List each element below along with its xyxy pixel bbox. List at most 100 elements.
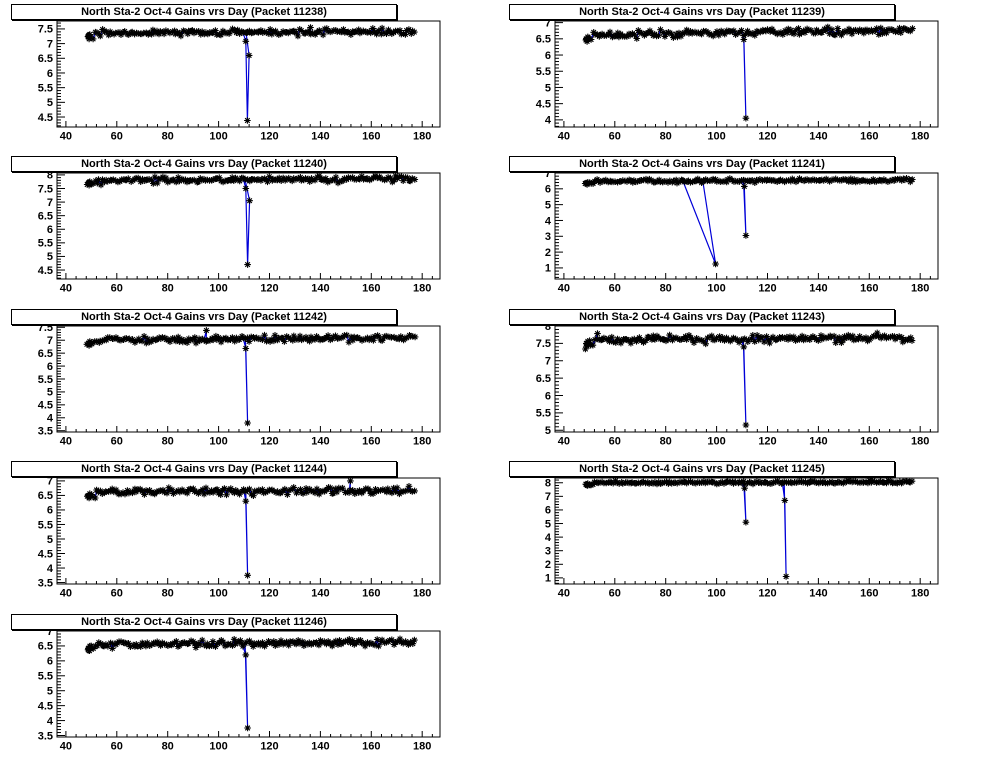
y-tick-label: 7.5 [38,184,53,196]
y-tick-label: 6 [545,50,551,62]
x-axis: 40 60 80 100 120 140 160 180 [60,425,433,447]
x-tick-label: 40 [558,131,570,143]
y-tick-label: 6.5 [38,348,53,360]
chart-plot-area: 4.5 5 5.5 6 6.5 7 7.5 40 60 80 100 120 140 160 180 [38,20,441,143]
y-tick-label: 4.5 [38,399,53,411]
y-tick-label: 6.5 [38,490,53,502]
y-tick-label: 7 [545,355,551,367]
x-tick-label: 40 [558,283,570,295]
x-tick-label: 40 [558,435,570,447]
y-tick-label: 2 [545,559,551,571]
x-tick-label: 60 [111,131,123,143]
plot-frame [56,630,441,738]
x-axis: 40 60 80 100 120 140 160 180 [60,121,433,143]
x-tick-label: 80 [660,283,672,295]
chart-title: North Sta-2 Oct-4 Gains vrs Day (Packet … [81,615,327,628]
x-tick-label: 140 [311,283,329,295]
x-tick-label: 100 [707,131,725,143]
chart-title-box: North Sta-2 Oct-4 Gains vrs Day (Packet … [11,4,397,20]
y-tick-label: 3.5 [38,425,53,437]
y-tick-label: 8 [545,321,551,333]
y-axis: 4.55 5.5 66.5 77.5 8 [38,170,65,280]
x-tick-label: 140 [809,131,827,143]
y-tick-label: 5.5 [536,407,551,419]
y-tick-label: 5 [545,82,551,94]
x-tick-label: 180 [911,131,929,143]
x-tick-label: 100 [209,588,227,600]
y-axis: 1 23 45 6 78 [545,478,563,585]
y-tick-label: 5 [545,519,551,531]
y-tick-label: 3.5 [38,730,53,742]
y-tick-label: 6 [545,184,551,196]
data-markers [582,329,916,429]
data-line [584,332,913,426]
x-tick-label: 60 [111,435,123,447]
y-axis: 3.5 4 4.5 5 5.5 6 6.5 7 [38,625,65,742]
x-tick-label: 140 [809,283,827,295]
chart-plot-area: 4.55 5.5 66.5 77.5 8 40 60 80 100 120 140 160 180 [38,170,441,295]
x-tick-label: 100 [209,131,227,143]
y-tick-label: 4 [47,412,54,424]
y-tick-label: 7 [47,197,53,209]
data-markers [581,175,916,268]
data-markers [84,635,418,731]
y-tick-label: 5.5 [38,374,53,386]
data-markers [84,477,418,579]
y-tick-label: 3.5 [38,578,53,590]
chart-title: North Sta-2 Oct-4 Gains vrs Day (Packet … [579,463,825,476]
y-tick-label: 6 [47,505,53,517]
x-tick-label: 80 [660,588,672,600]
y-tick-label: 5.5 [38,519,53,531]
chart-title: North Sta-2 Oct-4 Gains vrs Day (Packet … [81,158,327,171]
chart-plot-area: 3.544.555.566.577.540 60 80 100 120 140 160 180 [38,322,441,447]
chart-panel-11243: North Sta-2 Oct-4 Gains vrs Day (Packet … [498,305,996,457]
y-tick-label: 6 [47,224,53,236]
x-tick-label: 120 [260,740,278,752]
y-tick-label: 5 [47,252,53,264]
y-tick-label: 5.5 [536,66,551,78]
x-tick-label: 160 [860,283,878,295]
y-tick-label: 5.5 [38,670,53,682]
chart-title: North Sta-2 Oct-4 Gains vrs Day (Packet … [579,310,825,323]
x-tick-label: 120 [758,283,776,295]
y-axis: 1 2 3 4 5 6 7 [545,168,563,279]
x-tick-label: 160 [860,588,878,600]
chart-title-box: North Sta-2 Oct-4 Gains vrs Day (Packet … [509,308,895,325]
y-tick-label: 5.5 [38,238,53,250]
x-tick-label: 180 [413,740,431,752]
y-tick-label: 7 [47,625,53,637]
plot-frame [554,477,939,585]
y-axis: 4.5 5 5.5 6 6.5 7 7.5 [38,22,65,127]
y-tick-label: 5 [47,97,53,109]
y-tick-label: 7 [545,17,551,29]
x-tick-label: 180 [911,588,929,600]
y-tick-label: 4.5 [38,265,53,277]
x-tick-label: 120 [758,588,776,600]
y-tick-label: 6.5 [536,373,551,385]
chart-title-box: North Sta-2 Oct-4 Gains vrs Day (Packet … [509,461,895,478]
y-tick-label: 4 [545,115,552,127]
plot-frame [554,325,939,433]
y-axis: 5 5.5 6 6.5 7 7.5 8 [536,321,563,437]
x-tick-label: 40 [558,588,570,600]
data-line [86,175,416,266]
data-line [585,480,913,578]
chart-title: North Sta-2 Oct-4 Gains vrs Day (Packet … [81,310,327,323]
data-line [584,178,913,265]
x-axis: 40 60 80 100 120 140 160 180 [558,578,931,600]
y-tick-label: 4.5 [38,700,53,712]
x-tick-label: 140 [809,588,827,600]
x-tick-label: 60 [609,131,621,143]
plot-frame [56,477,441,585]
y-tick-label: 6.5 [38,53,53,65]
x-tick-label: 120 [758,435,776,447]
x-axis: 40 60 80 100 120 140 160 180 [558,273,931,295]
y-tick-label: 4.5 [536,98,551,110]
y-tick-label: 1 [545,573,551,585]
x-tick-label: 140 [311,131,329,143]
plot-frame [56,20,441,128]
data-markers [83,172,419,269]
y-tick-label: 6.5 [38,640,53,652]
x-axis: 40 60 80 100 120 140 160 180 [60,273,433,295]
x-tick-label: 160 [362,435,380,447]
